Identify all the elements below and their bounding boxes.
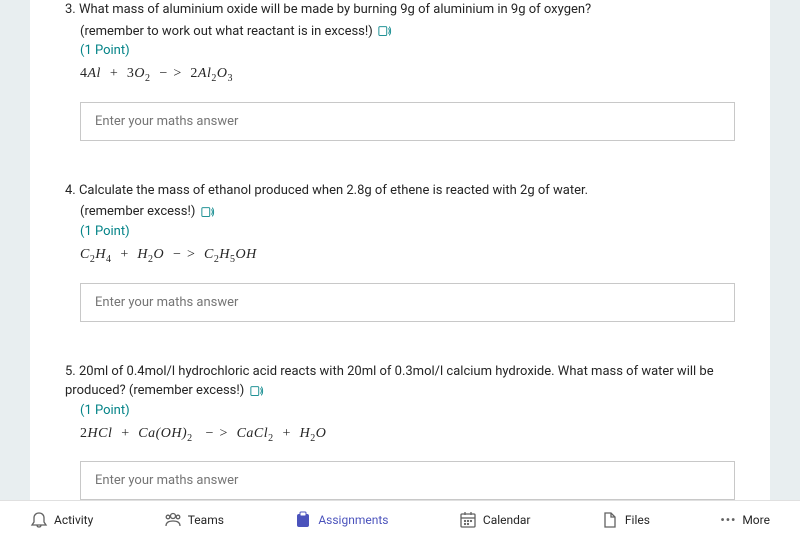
question-number: 4. xyxy=(65,183,76,198)
bottom-navigation: Activity Teams Assignments Calendar File… xyxy=(0,500,800,538)
answer-input[interactable] xyxy=(80,283,735,322)
question-5: 5. 20ml of 0.4mol/l hydrochloric acid re… xyxy=(65,362,735,500)
form-container: 3. What mass of aluminium oxide will be … xyxy=(30,0,770,500)
immersive-reader-icon[interactable] xyxy=(250,384,264,398)
nav-label: Activity xyxy=(54,513,93,527)
answer-input[interactable] xyxy=(80,461,735,500)
answer-input[interactable] xyxy=(80,102,735,141)
bell-icon xyxy=(30,511,48,529)
question-3: 3. What mass of aluminium oxide will be … xyxy=(65,0,735,141)
nav-activity[interactable]: Activity xyxy=(30,511,93,529)
calendar-icon xyxy=(459,511,477,529)
question-hint: (remember excess!) xyxy=(80,202,735,222)
chemical-equation: C2H4 + H2O − > C2H5OH xyxy=(80,247,735,265)
assignments-icon xyxy=(294,511,312,529)
question-body: What mass of aluminium oxide will be mad… xyxy=(79,2,591,17)
teams-icon xyxy=(164,511,182,529)
nav-label: More xyxy=(742,513,770,527)
question-number: 5. xyxy=(65,364,76,379)
nav-label: Teams xyxy=(188,513,224,527)
immersive-reader-icon[interactable] xyxy=(378,24,392,38)
nav-teams[interactable]: Teams xyxy=(164,511,224,529)
question-text: 4. Calculate the mass of ethanol produce… xyxy=(65,181,735,201)
question-number: 3. xyxy=(65,2,76,17)
question-points: (1 Point) xyxy=(80,403,735,418)
question-hint: (remember to work out what reactant is i… xyxy=(80,22,735,42)
nav-label: Assignments xyxy=(318,513,388,527)
nav-label: Files xyxy=(625,513,650,527)
nav-files[interactable]: Files xyxy=(601,511,650,529)
question-points: (1 Point) xyxy=(80,43,735,58)
nav-more[interactable]: ••• More xyxy=(720,513,770,527)
nav-label: Calendar xyxy=(483,513,531,527)
nav-calendar[interactable]: Calendar xyxy=(459,511,531,529)
nav-assignments[interactable]: Assignments xyxy=(294,511,388,529)
more-icon: ••• xyxy=(720,513,736,527)
chemical-equation: 2HCl + Ca(OH)2 − > CaCl2 + H2O xyxy=(80,426,735,444)
question-4: 4. Calculate the mass of ethanol produce… xyxy=(65,181,735,322)
immersive-reader-icon[interactable] xyxy=(201,205,215,219)
question-text: 5. 20ml of 0.4mol/l hydrochloric acid re… xyxy=(65,362,735,401)
question-body: Calculate the mass of ethanol produced w… xyxy=(79,183,588,198)
question-text: 3. What mass of aluminium oxide will be … xyxy=(65,0,735,20)
files-icon xyxy=(601,511,619,529)
question-points: (1 Point) xyxy=(80,224,735,239)
chemical-equation: 4Al + 3O2 − > 2Al2O3 xyxy=(80,66,735,84)
